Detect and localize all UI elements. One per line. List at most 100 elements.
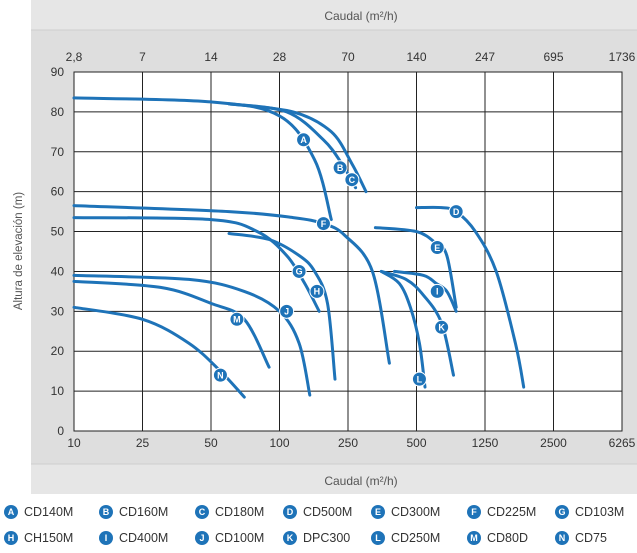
curve-badge-letter: M (233, 315, 241, 325)
y-tick-label: 20 (51, 344, 65, 358)
curve-cd75 (72, 305, 246, 399)
top-tick-label: 247 (475, 50, 495, 64)
legend-badge: M (467, 531, 481, 545)
curve-badge-b (332, 160, 348, 176)
y-tick-label: 50 (51, 225, 65, 239)
legend-label: CD100M (215, 531, 265, 545)
top-tick-label: 140 (406, 50, 426, 64)
curve-badge-letter: A (300, 135, 307, 145)
legend-badge: C (195, 505, 209, 519)
legend-item-cd500m: D CD500M (283, 503, 352, 521)
top-tick-label: 2,8 (66, 50, 83, 64)
top-tick-label: 7 (139, 50, 146, 64)
curve-badge-k (434, 319, 450, 335)
legend-item-cd160m: B CD160M (99, 503, 168, 521)
x-tick-label: 10 (67, 436, 81, 450)
x-axis-label: Caudal (m²/h) (324, 474, 397, 488)
legend-item-ch150m: H CH150M (4, 529, 73, 547)
curve-badge-letter: E (434, 243, 440, 253)
legend-label: CH150M (24, 531, 74, 545)
legend-label: CD75 (575, 531, 607, 545)
top-axis-label: Caudal (m²/h) (324, 9, 397, 23)
x-tick-label: 6265 (609, 436, 636, 450)
curve-badge-letter: H (314, 287, 321, 297)
legend-badge: L (371, 531, 385, 545)
legend-item-cd103m: G CD103M (555, 503, 624, 521)
curve-badge-d (448, 204, 464, 220)
y-tick-label: 90 (51, 65, 65, 79)
x-tick-label: 100 (269, 436, 289, 450)
curve-cd140m (72, 96, 333, 222)
curve-badge-j (279, 303, 295, 319)
legend-item-dpc300: K DPC300 (283, 529, 350, 547)
legend-badge: I (99, 531, 113, 545)
chart-background-bottom (31, 464, 637, 494)
curve-badge-f (315, 216, 331, 232)
y-tick-label: 60 (51, 185, 65, 199)
pump-curves (72, 96, 526, 399)
legend-label: CD300M (391, 505, 441, 519)
legend-item-cd180m: C CD180M (195, 503, 264, 521)
curve-badge-letter: F (321, 219, 327, 229)
legend: A CD140M B CD160M C CD180M D CD500M E CD300M F CD22… (4, 503, 637, 551)
legend-label: DPC300 (303, 531, 351, 545)
y-tick-labels: 0 10 20 30 40 50 60 70 80 90 (51, 65, 65, 438)
legend-label: CD225M (487, 505, 537, 519)
legend-badge: J (195, 531, 209, 545)
curve-badge-n (212, 367, 228, 383)
legend-item-cd250m: L CD250M (371, 529, 440, 547)
top-tick-label: 28 (273, 50, 287, 64)
curve-badge-letter: B (337, 163, 344, 173)
curve-cd80d (72, 279, 271, 369)
legend-item-cd400m: I CD400M (99, 529, 168, 547)
y-axis-label: Altura de elevación (m) (13, 192, 25, 310)
x-tick-label: 250 (338, 436, 358, 450)
curve-badge-g (291, 263, 307, 279)
curve-cd103m (72, 216, 321, 313)
x-tick-label: 2500 (540, 436, 567, 450)
legend-label: CD160M (119, 505, 169, 519)
curve-dpc300 (379, 269, 455, 377)
y-tick-label: 0 (57, 424, 64, 438)
curve-badge-e (429, 240, 445, 256)
legend-badge: G (555, 505, 569, 519)
legend-badge: N (555, 531, 569, 545)
x-tick-label: 1250 (472, 436, 499, 450)
curve-badge-letter: L (417, 374, 423, 384)
legend-label: CD140M (24, 505, 74, 519)
curve-badge-i (429, 283, 445, 299)
top-tick-label: 1736 (609, 50, 636, 64)
curve-badge-letter: C (349, 175, 356, 185)
curve-badge-a (296, 132, 312, 148)
curve-badge-m (229, 311, 245, 327)
curve-badge-letter: G (296, 267, 303, 277)
legend-label: CD400M (119, 531, 169, 545)
curve-cd500m (415, 205, 526, 389)
curve-badges: A BC D E F G H I J K L M N (212, 132, 464, 387)
curve-badge-letter: N (217, 370, 224, 380)
y-tick-label: 30 (51, 304, 65, 318)
plot-frame (73, 71, 623, 432)
y-tick-label: 10 (51, 384, 65, 398)
x-tick-label: 50 (204, 436, 218, 450)
legend-item-cd225m: F CD225M (467, 503, 536, 521)
top-tick-label: 14 (204, 50, 218, 64)
y-tick-label: 70 (51, 145, 65, 159)
x-tick-label: 25 (136, 436, 150, 450)
curve-badge-h (309, 283, 325, 299)
legend-badge: B (99, 505, 113, 519)
legend-item-cd300m: E CD300M (371, 503, 440, 521)
legend-badge: D (283, 505, 297, 519)
curve-cd100m (72, 273, 312, 397)
curve-cd180m (227, 102, 368, 194)
legend-item-cd100m: J CD100M (195, 529, 264, 547)
legend-badge: K (283, 531, 297, 545)
x-tick-label: 500 (406, 436, 426, 450)
curve-badge-letter: I (436, 287, 439, 297)
legend-badge: E (371, 505, 385, 519)
curve-ch150m (227, 232, 337, 381)
chart-background-top (31, 0, 637, 30)
curve-badge-letter: D (453, 207, 460, 217)
curve-badge-c (344, 172, 360, 188)
